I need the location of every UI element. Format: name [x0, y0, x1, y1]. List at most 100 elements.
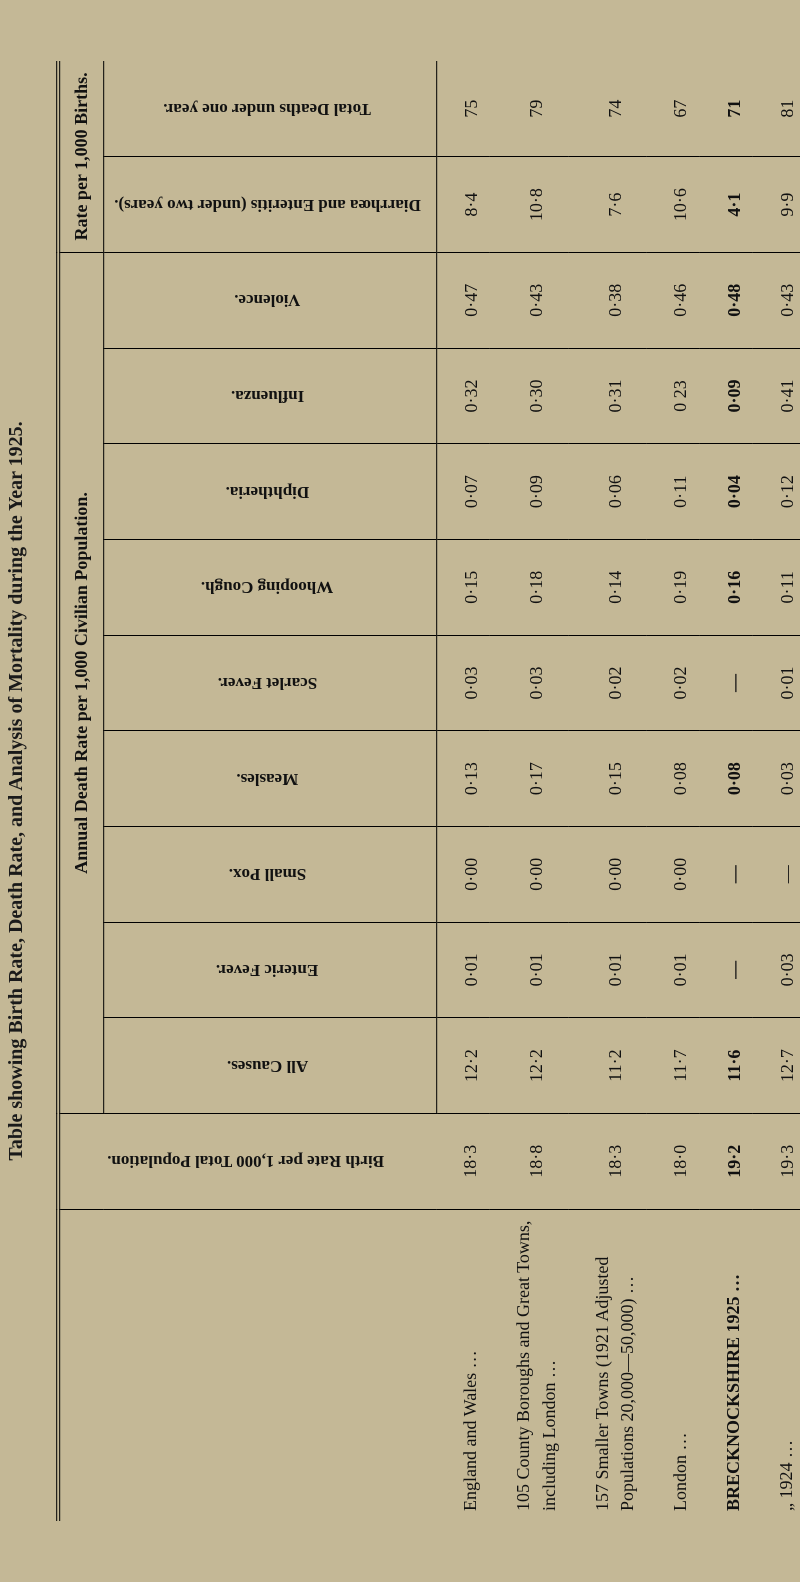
- cell: 67: [646, 61, 699, 157]
- cell: 18·8: [490, 1113, 568, 1209]
- cell: 19·3: [753, 1113, 800, 1209]
- row-label: England and Wales …: [436, 1209, 489, 1521]
- row-label: 157 Smaller Towns (1921 Adjusted Populat…: [568, 1209, 646, 1521]
- cell: —: [699, 826, 752, 922]
- row-label: London …: [646, 1209, 699, 1521]
- cell: 0·09: [699, 348, 752, 444]
- row-label: 105 County Boroughs and Great Towns, inc…: [490, 1209, 568, 1521]
- cell: 9·9: [753, 157, 800, 253]
- cell: 4·1: [699, 157, 752, 253]
- cell: 11·6: [699, 1018, 752, 1114]
- cell: 0·13: [436, 731, 489, 827]
- cell: 0·00: [646, 826, 699, 922]
- cell: —: [699, 922, 752, 1018]
- cell: 0·03: [436, 635, 489, 731]
- vital-statistics-table: Birth Rate per 1,000 Total Population. A…: [56, 61, 800, 1521]
- cell: 0·09: [490, 444, 568, 540]
- cell: 0·30: [490, 348, 568, 444]
- cell: 0·03: [490, 635, 568, 731]
- cell: 71: [699, 61, 752, 157]
- blank-corner: [58, 1209, 436, 1521]
- col-whooping: Whooping Cough.: [103, 539, 436, 635]
- cell: 0·01: [490, 922, 568, 1018]
- cell: 8·4: [436, 157, 489, 253]
- col-violence: Violence.: [103, 252, 436, 348]
- cell: 0·38: [568, 252, 646, 348]
- cell: 0·31: [568, 348, 646, 444]
- cell: 0·46: [646, 252, 699, 348]
- cell: 74: [568, 61, 646, 157]
- cell: 0·02: [568, 635, 646, 731]
- cell: 0·12: [753, 444, 800, 540]
- cell: 10·6: [646, 157, 699, 253]
- table-row: „ 1924 …19·312·70·03—0·030·010·110·120·4…: [753, 61, 800, 1521]
- table-body: England and Wales …18·312·20·010·000·130…: [436, 61, 800, 1521]
- cell: 18·3: [436, 1113, 489, 1209]
- cell: 0·07: [436, 444, 489, 540]
- cell: 0·11: [753, 539, 800, 635]
- cell: 0·00: [490, 826, 568, 922]
- cell: 19·2: [699, 1113, 752, 1209]
- cell: 0·04: [699, 444, 752, 540]
- cell: 0·08: [646, 731, 699, 827]
- row-label: „ 1924 …: [753, 1209, 800, 1521]
- table-row: 157 Smaller Towns (1921 Adjusted Populat…: [568, 61, 646, 1521]
- cell: 0·41: [753, 348, 800, 444]
- group-annual-death-rate: Annual Death Rate per 1,000 Civilian Pop…: [58, 252, 103, 1113]
- cell: 18·0: [646, 1113, 699, 1209]
- cell: 0·16: [699, 539, 752, 635]
- cell: 18·3: [568, 1113, 646, 1209]
- cell: 0·18: [490, 539, 568, 635]
- cell: 0·00: [436, 826, 489, 922]
- rotated-content: Table 1 (c).—Vital Statistics. Table sho…: [0, 41, 800, 1541]
- row-label: BRECKNOCKSHIRE 1925 …: [699, 1209, 752, 1521]
- cell: 75: [436, 61, 489, 157]
- cell: 0·00: [568, 826, 646, 922]
- cell: 11·2: [568, 1018, 646, 1114]
- cell: 0 23: [646, 348, 699, 444]
- cell: 10·8: [490, 157, 568, 253]
- cell: 0·03: [753, 731, 800, 827]
- cell: 81: [753, 61, 800, 157]
- page-container: Table 1 (c).—Vital Statistics. Table sho…: [0, 0, 800, 1582]
- cell: 0·48: [699, 252, 752, 348]
- col-influenza: Influenza.: [103, 348, 436, 444]
- cell: —: [753, 826, 800, 922]
- col-enteric: Enteric Fever.: [103, 922, 436, 1018]
- cell: 0·14: [568, 539, 646, 635]
- cell: 0·43: [490, 252, 568, 348]
- cell: 0·17: [490, 731, 568, 827]
- col-birth-rate: Birth Rate per 1,000 Total Population.: [58, 1113, 436, 1209]
- cell: 0·01: [753, 635, 800, 731]
- cell: 0·15: [436, 539, 489, 635]
- cell: 0·43: [753, 252, 800, 348]
- cell: 11·7: [646, 1018, 699, 1114]
- table-row: London …18·011·70·010·000·080·020·190·11…: [646, 61, 699, 1521]
- cell: 0·08: [699, 731, 752, 827]
- cell: 0·19: [646, 539, 699, 635]
- table-row: England and Wales …18·312·20·010·000·130…: [436, 61, 489, 1521]
- cell: 0·01: [436, 922, 489, 1018]
- cell: 0·03: [753, 922, 800, 1018]
- cell: 0·02: [646, 635, 699, 731]
- col-smallpox: Small Pox.: [103, 826, 436, 922]
- cell: 0·47: [436, 252, 489, 348]
- col-scarlet: Scarlet Fever.: [103, 635, 436, 731]
- cell: 0·32: [436, 348, 489, 444]
- table-subtitle: Table showing Birth Rate, Death Rate, an…: [5, 61, 28, 1521]
- cell: 0·11: [646, 444, 699, 540]
- cell: 12·2: [490, 1018, 568, 1114]
- cell: 0·15: [568, 731, 646, 827]
- cell: 79: [490, 61, 568, 157]
- table-row: BRECKNOCKSHIRE 1925 …19·211·6——0·08—0·16…: [699, 61, 752, 1521]
- cell: 12·7: [753, 1018, 800, 1114]
- col-measles: Measles.: [103, 731, 436, 827]
- cell: 7·6: [568, 157, 646, 253]
- cell: 0·01: [568, 922, 646, 1018]
- cell: —: [699, 635, 752, 731]
- cell: 12·2: [436, 1018, 489, 1114]
- col-diphtheria: Diphtheria.: [103, 444, 436, 540]
- col-diarrhoea: Diarrhœa and Enteritis (under two years)…: [103, 157, 436, 253]
- col-total-deaths: Total Deaths under one year.: [103, 61, 436, 157]
- cell: 0·01: [646, 922, 699, 1018]
